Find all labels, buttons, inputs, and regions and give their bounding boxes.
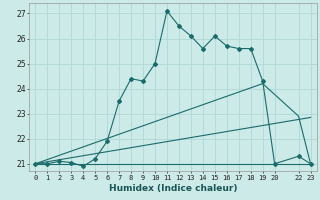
X-axis label: Humidex (Indice chaleur): Humidex (Indice chaleur) — [109, 184, 237, 193]
